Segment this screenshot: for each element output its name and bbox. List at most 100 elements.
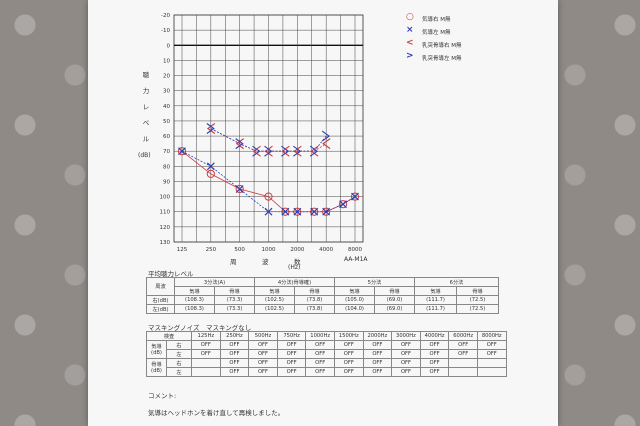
y-axis-unit: (dB) (138, 152, 151, 159)
y-tick-label: 50 (163, 119, 170, 125)
data-point (322, 138, 331, 150)
masking-cell: OFF (448, 349, 478, 359)
header-cell: 750Hz (276, 331, 307, 341)
table-row: 左 OFF OFF OFF OFF OFF OFF OFF OFF (147, 367, 507, 377)
y-tick-label: 10 (163, 58, 170, 64)
x-tick-label: 4000 (319, 247, 333, 253)
table-row: 骨導 (dB) 右 OFF OFF OFF OFF OFF OFF OFF OFF (146, 358, 507, 377)
masking-cell: OFF (362, 340, 393, 350)
table-row: 気導 (dB) 右 OFF OFF OFF OFF OFF OFF OFF OFF OFF OFF OF… (146, 340, 507, 359)
legend-symbol: > (406, 51, 414, 61)
masking-cell: OFF (305, 367, 335, 377)
y-tick-label: 130 (160, 240, 171, 246)
masking-cell (191, 358, 221, 368)
data-point (235, 184, 244, 194)
masking-cell: OFF (276, 358, 307, 368)
header-cell: 気導 (334, 286, 376, 296)
legend-label: 乳突骨導左 M無 (422, 56, 462, 62)
header-cell: 骨導 (456, 286, 500, 296)
masking-cell: OFF (419, 367, 450, 377)
group-label: 気導 (dB) (146, 340, 167, 359)
table-cell: (73.8) (293, 304, 336, 314)
table-row: 左 OFF OFF OFF OFF OFF OFF OFF OFF OFF OFF OFF (147, 349, 507, 359)
masking-cell: OFF (391, 349, 421, 359)
y-tick-label: -10 (161, 28, 170, 34)
y-axis-label-char: 聴 (142, 71, 150, 79)
table-row: 左(dB) (108.3) (73.3) (102.5) (73.8) (104… (146, 304, 500, 314)
data-point (177, 147, 187, 156)
y-tick-label: 20 (163, 74, 170, 80)
masking-cell: OFF (419, 358, 450, 368)
masking-title: マスキングノイズ マスキングなし (148, 324, 252, 332)
masking-table: 検査 125Hz 250Hz 500Hz 750Hz 1000Hz 1500Hz… (145, 331, 507, 377)
x-tick-label: 250 (206, 247, 217, 253)
table-row: 気導 骨導 気導 骨導 気導 骨導 気導 骨導 (147, 286, 500, 296)
data-point (339, 200, 347, 209)
data-point (281, 207, 290, 216)
masking-cell: OFF (276, 349, 307, 359)
header-cell: 2000Hz (362, 331, 393, 341)
data-point (310, 207, 319, 216)
x-axis-label-char: 周 (230, 258, 237, 266)
legend-label: 気導左 M無 (422, 30, 451, 36)
masking-cell: OFF (305, 358, 335, 368)
masking-cell: OFF (419, 340, 450, 350)
data-point (264, 192, 273, 201)
data-point (351, 192, 359, 201)
masking-cell: OFF (219, 367, 250, 377)
data-point (178, 147, 186, 156)
masking-cell: OFF (191, 340, 221, 350)
y-axis-label-char: レ (142, 103, 150, 111)
data-point (235, 185, 244, 193)
data-point (281, 145, 290, 157)
masking-cell: OFF (305, 340, 335, 350)
table-row: 右(dB) (108.3) (73.3) (102.5) (73.8) (105… (146, 295, 500, 305)
header-cell: 6000Hz (448, 331, 478, 341)
header-cell: 1500Hz (333, 331, 364, 341)
data-point (293, 145, 302, 157)
masking-cell (191, 367, 221, 377)
table-cell: (102.5) (254, 304, 295, 314)
row-label: 右(dB) (146, 295, 175, 305)
table-cell: (111.7) (414, 304, 458, 314)
data-point (206, 123, 216, 134)
header-cell: 500Hz (248, 331, 278, 341)
y-tick-label: 110 (160, 210, 171, 216)
masking-cell: OFF (476, 349, 507, 359)
header-cell: 3000Hz (391, 331, 421, 341)
average-hearing-title: 平均聴力レベル (148, 270, 194, 278)
header-cell: 1000Hz (305, 331, 335, 341)
table-cell: (108.3) (174, 295, 215, 305)
data-point (235, 138, 244, 150)
table-cell: (102.5) (254, 295, 295, 305)
y-tick-label: 90 (163, 179, 170, 185)
masking-cell: OFF (333, 358, 364, 368)
table-cell: (73.8) (293, 295, 336, 305)
header-cell: 骨導 (214, 286, 255, 296)
header-cell: 検査 (145, 331, 193, 341)
header-cell: 8000Hz (476, 331, 507, 341)
table-cell: (69.0) (374, 295, 416, 305)
x-axis-label-char: 数 (294, 258, 301, 266)
table-cell: (105.0) (334, 295, 376, 305)
table-cell: (111.7) (414, 295, 458, 305)
y-tick-label: 120 (160, 225, 171, 231)
table-cell: (73.3) (214, 304, 255, 314)
y-tick-label: 0 (167, 43, 171, 49)
masking-cell: OFF (305, 349, 335, 359)
audiogram-sheet: -20 -10 0 10 20 30 40 50 60 70 80 90 100 110 120 130 125… (88, 0, 558, 426)
data-point (350, 192, 360, 201)
masking-cell: OFF (391, 367, 421, 377)
legend-symbol: < (406, 38, 414, 48)
masking-cell (448, 367, 478, 377)
series-line (210, 128, 327, 152)
masking-cell: OFF (248, 340, 278, 350)
masking-cell (448, 358, 478, 368)
x-tick-label: 1000 (262, 247, 276, 253)
side-label: 左 (165, 349, 193, 359)
table-cell: (69.0) (374, 304, 416, 314)
masking-cell: OFF (219, 358, 250, 368)
header-cell: 骨導 (374, 286, 416, 296)
data-point (338, 200, 348, 209)
masking-cell: OFF (219, 340, 250, 350)
